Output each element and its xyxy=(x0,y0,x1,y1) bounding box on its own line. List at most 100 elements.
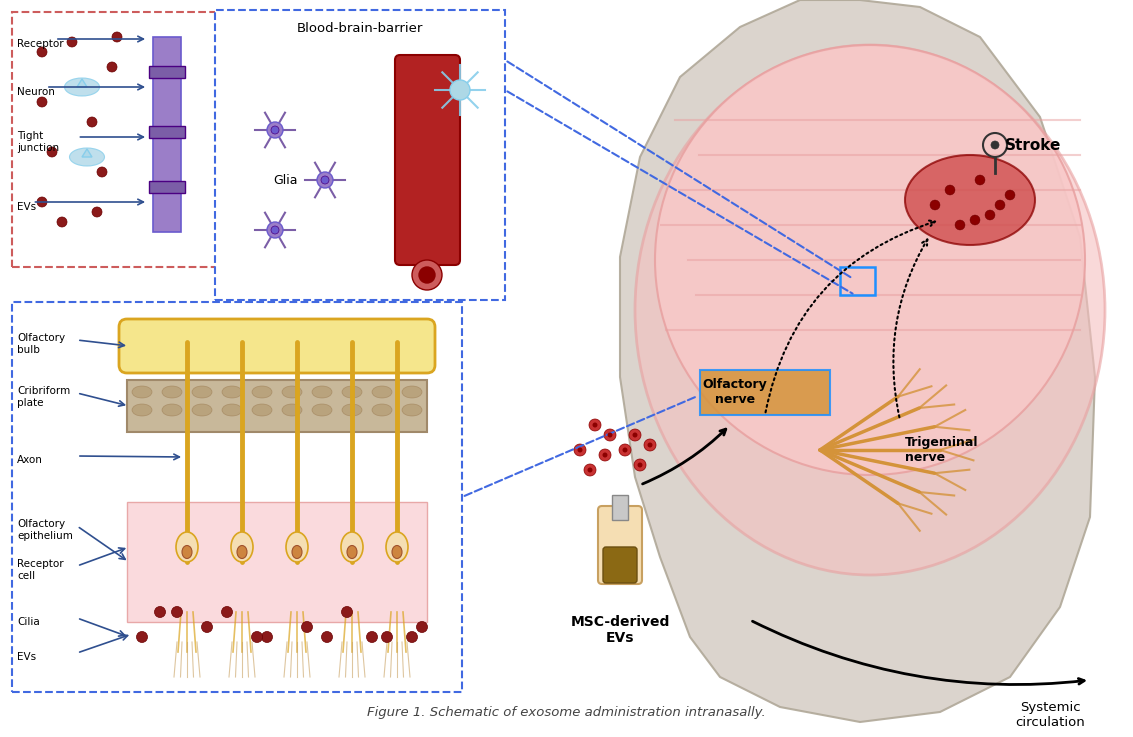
Ellipse shape xyxy=(252,404,272,416)
Bar xyxy=(612,495,628,520)
Circle shape xyxy=(271,126,279,134)
FancyBboxPatch shape xyxy=(12,12,252,267)
Ellipse shape xyxy=(65,78,100,96)
Ellipse shape xyxy=(392,545,402,559)
Ellipse shape xyxy=(372,386,392,398)
Text: Blood-brain-barrier: Blood-brain-barrier xyxy=(297,21,424,35)
Circle shape xyxy=(97,167,107,177)
Ellipse shape xyxy=(419,267,435,283)
Ellipse shape xyxy=(342,404,363,416)
Bar xyxy=(150,126,185,138)
Ellipse shape xyxy=(191,404,212,416)
Ellipse shape xyxy=(237,545,247,559)
Circle shape xyxy=(607,433,613,438)
Circle shape xyxy=(301,607,313,618)
FancyBboxPatch shape xyxy=(119,319,435,373)
Circle shape xyxy=(92,207,102,217)
Circle shape xyxy=(583,464,596,476)
Polygon shape xyxy=(620,0,1094,722)
Circle shape xyxy=(985,210,995,220)
Circle shape xyxy=(588,467,593,472)
Text: Cribriform
plate: Cribriform plate xyxy=(17,386,70,408)
Ellipse shape xyxy=(402,386,421,398)
Ellipse shape xyxy=(655,45,1085,475)
Circle shape xyxy=(450,80,470,100)
Circle shape xyxy=(262,632,273,643)
Text: Olfactory
epithelium: Olfactory epithelium xyxy=(17,519,73,541)
Circle shape xyxy=(638,463,642,467)
Bar xyxy=(150,66,185,78)
Ellipse shape xyxy=(342,386,363,398)
Text: Neuron: Neuron xyxy=(17,87,54,97)
Circle shape xyxy=(67,37,77,47)
Text: Figure 1. Schematic of exosome administration intranasally.: Figure 1. Schematic of exosome administr… xyxy=(367,706,766,719)
Ellipse shape xyxy=(372,404,392,416)
Ellipse shape xyxy=(222,404,242,416)
Ellipse shape xyxy=(191,386,212,398)
Circle shape xyxy=(271,226,279,234)
Text: Axon: Axon xyxy=(17,455,43,465)
Text: Cilia: Cilia xyxy=(17,617,40,627)
Ellipse shape xyxy=(69,148,104,166)
Circle shape xyxy=(955,220,965,230)
Ellipse shape xyxy=(292,545,303,559)
Ellipse shape xyxy=(412,260,442,290)
Polygon shape xyxy=(82,149,92,157)
Ellipse shape xyxy=(347,545,357,559)
FancyBboxPatch shape xyxy=(12,302,462,692)
Ellipse shape xyxy=(162,386,182,398)
Ellipse shape xyxy=(634,45,1105,575)
FancyBboxPatch shape xyxy=(603,547,637,583)
Ellipse shape xyxy=(286,532,308,562)
Circle shape xyxy=(574,444,586,456)
Circle shape xyxy=(1005,190,1015,200)
Circle shape xyxy=(417,607,427,618)
Circle shape xyxy=(647,442,653,447)
Circle shape xyxy=(37,197,46,207)
Text: Tight
junction: Tight junction xyxy=(17,131,59,153)
Circle shape xyxy=(407,607,417,618)
Circle shape xyxy=(112,32,122,42)
Circle shape xyxy=(154,621,165,632)
Circle shape xyxy=(603,453,607,458)
Ellipse shape xyxy=(282,386,303,398)
Circle shape xyxy=(589,419,600,431)
Circle shape xyxy=(341,632,352,643)
Circle shape xyxy=(622,447,628,453)
Text: MSC-derived
EVs: MSC-derived EVs xyxy=(570,615,670,645)
Circle shape xyxy=(37,97,46,107)
FancyBboxPatch shape xyxy=(215,10,505,300)
Circle shape xyxy=(171,632,182,643)
Circle shape xyxy=(37,47,46,57)
FancyBboxPatch shape xyxy=(598,506,642,584)
FancyBboxPatch shape xyxy=(395,55,460,265)
Circle shape xyxy=(317,172,333,188)
Circle shape xyxy=(382,632,392,643)
Ellipse shape xyxy=(176,532,198,562)
Text: Receptor
cell: Receptor cell xyxy=(17,559,63,581)
Ellipse shape xyxy=(162,404,182,416)
Circle shape xyxy=(46,147,57,157)
Text: EVs: EVs xyxy=(17,202,36,212)
Text: Systemic
circulation: Systemic circulation xyxy=(1015,701,1085,729)
Ellipse shape xyxy=(252,386,272,398)
Ellipse shape xyxy=(312,404,332,416)
Circle shape xyxy=(267,222,283,238)
Circle shape xyxy=(644,439,656,451)
Bar xyxy=(840,267,875,295)
Circle shape xyxy=(87,117,97,127)
Bar xyxy=(700,370,830,415)
Circle shape xyxy=(252,632,263,643)
Ellipse shape xyxy=(133,404,152,416)
Ellipse shape xyxy=(341,532,363,562)
Text: EVs: EVs xyxy=(17,652,36,662)
Circle shape xyxy=(136,632,147,643)
Ellipse shape xyxy=(402,404,421,416)
Circle shape xyxy=(930,200,940,210)
Circle shape xyxy=(321,176,329,184)
Circle shape xyxy=(366,632,377,643)
Circle shape xyxy=(619,444,631,456)
Circle shape xyxy=(599,449,611,461)
Circle shape xyxy=(604,429,616,441)
Ellipse shape xyxy=(905,155,1036,245)
